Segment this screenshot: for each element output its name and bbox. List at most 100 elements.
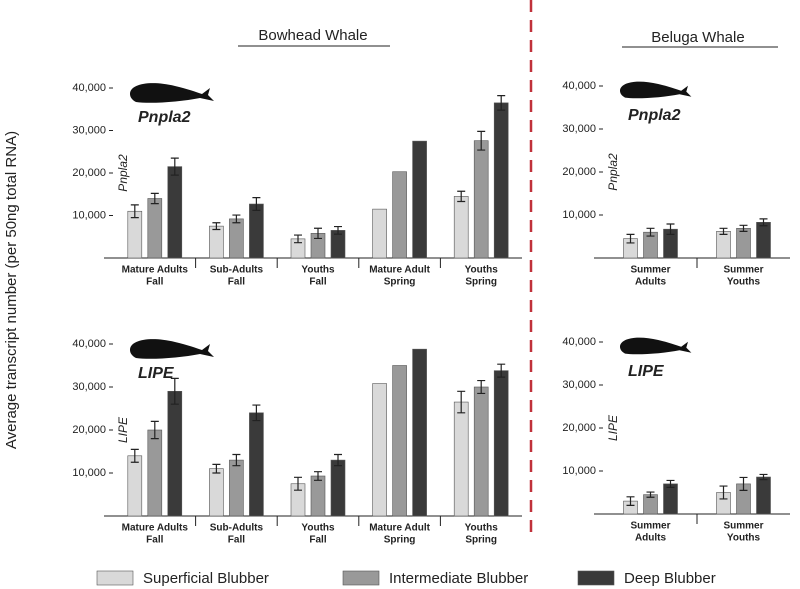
bar — [127, 455, 143, 517]
x-tick-label: Youths — [301, 523, 335, 534]
bar — [249, 412, 264, 517]
bar — [493, 102, 509, 259]
error-bar — [130, 448, 139, 463]
error-bar — [497, 95, 506, 111]
y-tick-label: 10,000 — [72, 209, 106, 221]
bar — [473, 386, 489, 517]
x-tick-label: Adults — [635, 533, 667, 544]
error-bar — [150, 192, 159, 205]
error-bar — [759, 473, 768, 481]
error-bar — [666, 479, 675, 488]
error-bar — [150, 420, 159, 440]
whale-icon — [620, 81, 692, 99]
error-bar — [719, 485, 728, 500]
group-title: Bowhead Whale — [258, 27, 367, 44]
error-bar — [739, 476, 748, 491]
error-bar — [457, 390, 466, 414]
x-tick-label: Sub-Adults — [210, 265, 264, 276]
x-tick-label: Summer — [723, 265, 763, 276]
gene-label: Pnpla2 — [138, 109, 191, 126]
x-tick-label: Youths — [727, 533, 761, 544]
y-tick-label: 20,000 — [72, 167, 106, 179]
x-tick-label: Mature Adult — [369, 265, 430, 276]
y-label: Pnpla2 — [116, 154, 130, 192]
x-tick-label: Fall — [309, 535, 326, 546]
legend-swatch — [96, 570, 134, 586]
x-tick-label: Summer — [630, 265, 670, 276]
legend-label: Intermediate Blubber — [389, 570, 528, 587]
bar — [147, 198, 163, 259]
x-tick-label: Fall — [146, 535, 163, 546]
bar — [209, 468, 224, 517]
x-tick-label: Spring — [465, 535, 497, 546]
legend-label: Superficial Blubber — [143, 570, 269, 587]
error-bar — [477, 379, 486, 395]
bar — [663, 483, 678, 515]
bar — [229, 218, 244, 259]
bar — [736, 228, 751, 259]
error-bar — [252, 197, 261, 211]
x-tick-label: Mature Adult — [369, 523, 430, 534]
bar — [493, 370, 509, 517]
y-tick-label: 30,000 — [72, 381, 106, 393]
y-tick-label: 30,000 — [562, 379, 596, 391]
x-tick-label: Spring — [465, 277, 497, 288]
x-tick-label: Sub-Adults — [210, 523, 264, 534]
gene-label: LIPE — [138, 365, 175, 382]
x-tick-label: Adults — [635, 277, 667, 288]
x-tick-label: Youths — [465, 523, 499, 534]
y-tick-label: 40,000 — [562, 336, 596, 348]
x-tick-label: Mature Adults — [122, 265, 189, 276]
y-tick-label: 40,000 — [562, 80, 596, 92]
x-tick-label: Youths — [465, 265, 499, 276]
error-bar — [646, 491, 655, 498]
legend-swatch — [577, 570, 615, 586]
x-tick-label: Youths — [727, 277, 761, 288]
y-tick-label: 30,000 — [562, 123, 596, 135]
bar — [453, 196, 469, 259]
error-bar — [232, 453, 241, 467]
error-bar — [477, 130, 486, 151]
x-tick-label: Fall — [228, 535, 245, 546]
group-title: Beluga Whale — [651, 29, 744, 46]
x-tick-label: Mature Adults — [122, 523, 189, 534]
error-bar — [626, 496, 635, 506]
y-tick-label: 20,000 — [72, 424, 106, 436]
bar — [167, 390, 183, 517]
x-tick-label: Fall — [146, 277, 163, 288]
error-bar — [212, 463, 221, 474]
error-bar — [170, 157, 179, 176]
y-label: Pnpla2 — [606, 153, 620, 191]
bar — [330, 459, 346, 517]
y-tick-label: 10,000 — [72, 467, 106, 479]
error-bar — [212, 222, 221, 231]
bar — [716, 231, 731, 259]
error-bar — [170, 377, 179, 405]
whale-icon — [130, 339, 214, 359]
x-tick-label: Fall — [228, 277, 245, 288]
whale-icon — [620, 337, 692, 355]
x-tick-label: Spring — [384, 535, 416, 546]
error-bar — [314, 227, 322, 240]
error-bar — [294, 476, 302, 491]
bar — [412, 140, 427, 259]
bar — [127, 210, 143, 259]
y-tick-label: 40,000 — [72, 82, 106, 94]
bar — [756, 476, 771, 515]
x-tick-label: Fall — [309, 277, 326, 288]
y-tick-label: 10,000 — [562, 209, 596, 221]
error-bar — [314, 471, 322, 481]
legend-swatch — [342, 570, 380, 586]
bar — [412, 348, 427, 517]
y-tick-label: 20,000 — [562, 166, 596, 178]
error-bar — [252, 404, 261, 422]
error-bar — [666, 223, 675, 235]
y-label: LIPE — [116, 416, 130, 443]
error-bar — [626, 233, 635, 244]
error-bar — [334, 225, 342, 235]
bar — [392, 365, 407, 517]
y-label: LIPE — [606, 414, 620, 441]
y-tick-label: 40,000 — [72, 338, 106, 350]
bar — [756, 222, 771, 259]
